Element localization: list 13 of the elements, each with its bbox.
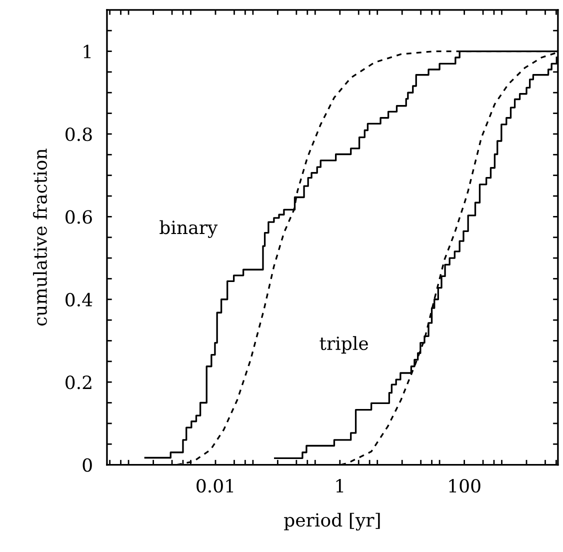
y-tick-label: 0.6 xyxy=(66,210,92,224)
y-tick-label: 0.4 xyxy=(66,292,92,306)
x-axis-title: period [yr] xyxy=(284,512,380,531)
y-tick-label: 0.8 xyxy=(66,127,92,142)
text: triple xyxy=(320,336,368,354)
x-tick-label: 1 xyxy=(336,478,344,492)
y-tick-label: 1 xyxy=(84,44,91,58)
x-tick-label: 0.01 xyxy=(196,478,234,493)
x-tick-label: 100 xyxy=(449,478,480,493)
y-tick-label: 0.2 xyxy=(66,376,92,390)
text: binary xyxy=(160,220,218,238)
y-axis-title: cumulative fraction xyxy=(33,148,47,326)
y-tick-label: 0 xyxy=(82,458,92,472)
